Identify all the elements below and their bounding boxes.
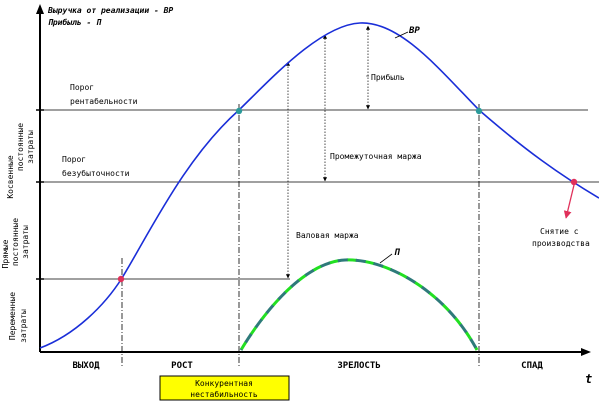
indirect-fixed-label-3: затраты: [26, 130, 35, 164]
stage-separators: [121, 104, 480, 366]
instability-label-2: нестабильность: [190, 389, 258, 399]
y-band-direct: Прямые постоянные затраты: [1, 218, 30, 269]
indirect-fixed-label-2: постоянные: [16, 123, 25, 171]
variable-label-2: затраты: [19, 309, 28, 343]
marker-entry: [117, 275, 125, 283]
instability-label-1: Конкурентная: [195, 379, 253, 388]
legend-revenue: Выручка от реализации - ВР: [47, 6, 173, 15]
y-band-indirect: Косвенные постоянные затраты: [6, 123, 35, 199]
axes: [36, 4, 591, 356]
curve-markers: [117, 107, 578, 283]
breakeven-label-2: безубыточности: [62, 168, 130, 178]
direct-fixed-label-1: Прямые: [1, 239, 10, 268]
breakeven-label-1: Порог: [62, 155, 86, 164]
profitability-label-2: рентабельности: [70, 96, 138, 106]
profitability-label-1: Порог: [70, 83, 94, 92]
profit-curve-teal: [239, 258, 479, 351]
direct-fixed-label-2: постоянные: [11, 218, 20, 266]
withdrawal-label-1: Снятие с: [540, 227, 579, 236]
x-axis-label: t: [585, 372, 592, 386]
legend-profit: Прибыль - П: [48, 17, 102, 27]
revenue-curve: [39, 22, 599, 349]
threshold-lines: [44, 109, 599, 280]
margin-arrows: [285, 25, 371, 279]
intermediate-margin-annotation: Промежуточная маржа: [330, 152, 422, 161]
y-axis-arrowhead: [36, 4, 44, 14]
instability-box: [159, 375, 290, 401]
profit-label-leader: [379, 253, 393, 264]
y-band-variable: Переменные затраты: [8, 292, 28, 343]
profit-curve-label: П: [394, 248, 401, 258]
stage-maturity: ЗРЕЛОСТЬ: [337, 361, 380, 371]
stage-growth: РОСТ: [171, 361, 193, 371]
marker-breakeven-decline: [570, 178, 578, 186]
stage-decline: СПАД: [521, 361, 543, 371]
revenue-label-leader: [394, 31, 409, 39]
indirect-fixed-label-1: Косвенные: [6, 155, 15, 199]
marker-profitability-decline: [475, 107, 483, 115]
withdrawal-label-2: производства: [532, 239, 590, 248]
stage-entry: ВЫХОД: [72, 361, 100, 371]
profit-annotation: Прибыль: [371, 72, 405, 82]
gross-margin-annotation: Валовая маржа: [296, 231, 359, 240]
withdrawal-arrow: [563, 184, 575, 219]
marker-profitability-growth: [235, 107, 243, 115]
revenue-curve-label: ВР: [408, 26, 420, 36]
x-axis-arrowhead: [581, 348, 591, 356]
direct-fixed-label-3: затраты: [21, 225, 30, 259]
variable-label-1: Переменные: [8, 292, 17, 340]
